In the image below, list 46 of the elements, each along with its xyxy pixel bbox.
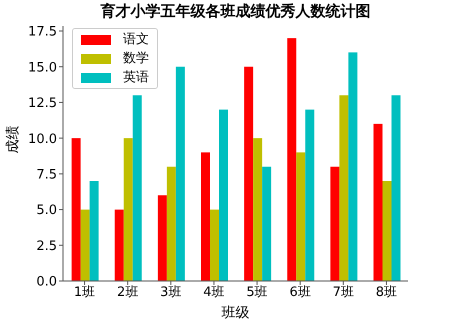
legend-label: 数学 <box>123 50 149 68</box>
bar <box>166 166 176 281</box>
bar <box>80 210 90 281</box>
x-tick-label: 1班 <box>74 285 96 300</box>
bar <box>210 210 219 281</box>
bar <box>392 95 400 281</box>
y-tick-label: 2.5 <box>36 238 57 254</box>
chart-title: 育才小学五年级各班成绩优秀人数统计图 <box>100 2 372 21</box>
x-axis-title: 班级 <box>222 305 250 321</box>
bar <box>124 138 133 281</box>
x-tick-label: 5班 <box>246 285 268 300</box>
y-tick-label: 15.0 <box>28 60 57 76</box>
legend-label: 语文 <box>123 31 149 49</box>
x-tick-label: 8班 <box>376 285 398 300</box>
y-tick-label: 12.5 <box>28 96 57 112</box>
bar <box>296 152 306 281</box>
x-tick-label: 7班 <box>332 285 354 300</box>
bar <box>374 124 382 281</box>
bar <box>219 110 228 281</box>
bar <box>201 152 210 281</box>
bar <box>176 66 185 281</box>
legend-label: 英语 <box>123 69 149 87</box>
bar <box>330 166 340 281</box>
bar <box>382 181 392 281</box>
y-tick-label: 10.0 <box>28 132 57 147</box>
bar <box>244 66 254 281</box>
bar <box>287 38 296 281</box>
bar <box>305 110 314 281</box>
bar <box>114 210 124 281</box>
x-tick-label: 6班 <box>290 285 311 300</box>
bar <box>72 138 81 281</box>
y-tick-label: 0.0 <box>36 274 57 290</box>
y-tick-label: 7.5 <box>36 167 57 182</box>
bar <box>262 166 272 281</box>
bar <box>348 52 358 281</box>
y-tick-label: 17.5 <box>28 24 57 40</box>
bar <box>90 181 99 281</box>
y-tick-label: 5.0 <box>36 203 57 218</box>
bar <box>339 95 348 281</box>
bar <box>132 95 142 281</box>
y-axis-title: 成绩 <box>4 126 21 154</box>
bar <box>158 195 167 281</box>
x-tick-label: 3班 <box>160 285 182 300</box>
bar <box>253 138 262 281</box>
x-tick-label: 2班 <box>117 285 138 300</box>
x-tick-label: 4班 <box>203 285 225 300</box>
